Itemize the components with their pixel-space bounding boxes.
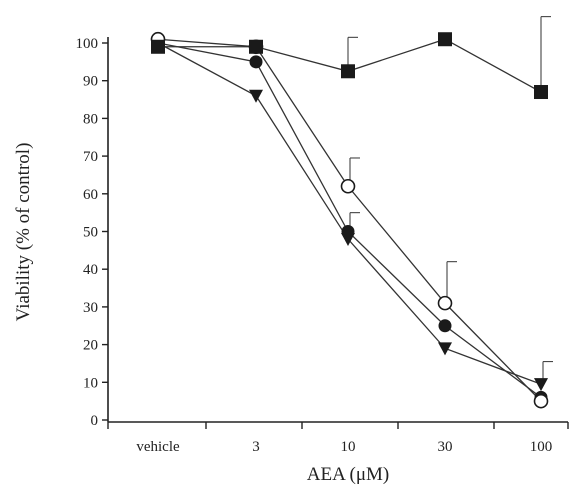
x-axis-title: AEA (μM): [307, 464, 390, 485]
data-point-circle-open: [340, 178, 356, 194]
data-point-triangle-down-filled: [534, 378, 548, 392]
y-tick-label: 30: [83, 300, 98, 316]
y-tick-label: 90: [83, 74, 98, 90]
y-tick-label: 50: [83, 225, 98, 241]
y-axis-title: Viability (% of control): [13, 143, 34, 322]
y-tick-label: 80: [83, 111, 98, 127]
y-tick-label: 60: [83, 187, 98, 203]
data-point-circle-open: [437, 295, 453, 311]
markers: [150, 31, 549, 409]
x-tick-label: 100: [530, 439, 553, 455]
x-tick-label: 30: [438, 439, 453, 455]
x-tick-label: 3: [252, 439, 260, 455]
x-tick-label: vehicle: [136, 439, 180, 455]
data-point-triangle-down-filled: [249, 89, 263, 103]
y-tick-label: 40: [83, 262, 98, 278]
data-point-circle-open: [533, 393, 549, 409]
y-tick-label: 70: [83, 149, 98, 165]
data-point-square-filled: [341, 64, 355, 79]
y-tick-label: 100: [76, 36, 99, 52]
data-point-square-filled: [438, 32, 452, 47]
data-point-circle-filled: [341, 225, 355, 238]
y-tick-label: 20: [83, 338, 98, 354]
data-point-circle-filled: [438, 319, 452, 333]
data-point-square-filled: [249, 39, 263, 54]
x-tick-label: 10: [341, 439, 356, 455]
data-point-circle-filled: [249, 55, 263, 69]
data-point-square-filled: [534, 85, 548, 100]
data-point-square-filled: [151, 39, 165, 54]
axes: 0 10 20 30 40 50 60 70 80 90 100 vehicle 3 10 30 100: [76, 36, 569, 455]
y-tick-label: 0: [91, 413, 99, 429]
data-point-triangle-down-filled: [438, 342, 452, 356]
y-tick-label: 10: [83, 375, 98, 391]
